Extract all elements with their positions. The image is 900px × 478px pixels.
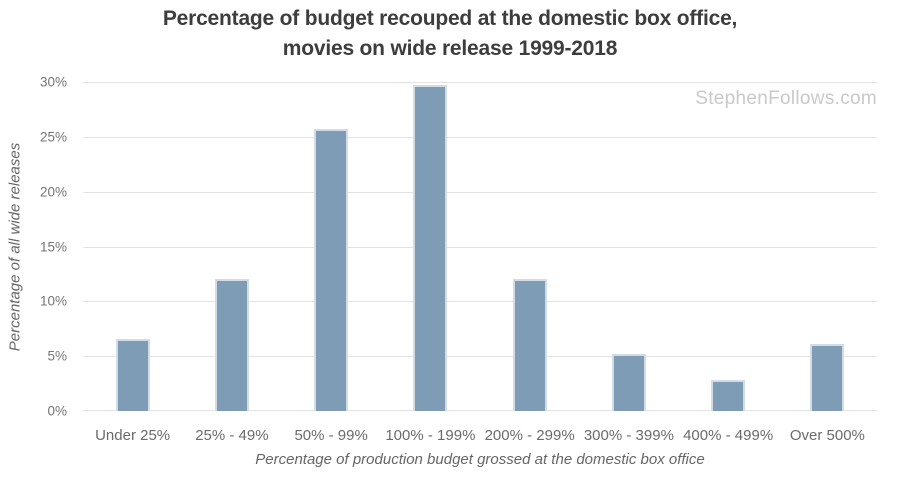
- y-tick-10: 10%: [39, 293, 67, 309]
- x-tick-over-500: Over 500%: [789, 427, 865, 444]
- x-tick-25-49: 25% - 49%: [195, 427, 269, 444]
- y-tick-0: 0%: [47, 403, 67, 419]
- x-tick-300-399: 300% - 399%: [583, 427, 674, 444]
- bar-50-99: [314, 129, 349, 411]
- gridline-25: [83, 136, 877, 138]
- x-axis-title: Percentage of production budget grossed …: [255, 451, 705, 468]
- x-tick-200-299: 200% - 299%: [484, 427, 575, 444]
- x-tick-50-99: 50% - 99%: [294, 427, 368, 444]
- y-tick-20: 20%: [39, 184, 67, 200]
- gridline-0: [83, 410, 877, 411]
- plot-area: [83, 82, 877, 411]
- x-axis-ticks: Under 25% 25% - 49% 50% - 99% 100% - 199% 20…: [83, 427, 877, 444]
- bar-400-499: [711, 380, 746, 411]
- y-tick-5: 5%: [47, 348, 67, 364]
- y-tick-15: 15%: [39, 239, 67, 254]
- bar-200-299: [512, 279, 547, 411]
- chart-title-line-1: Percentage of budget recouped at the dom…: [162, 7, 738, 30]
- bar-100-199: [413, 85, 448, 411]
- chart-title-line-2: movies on wide release 1999-2018: [282, 37, 618, 60]
- bar-300-399: [611, 353, 646, 411]
- gridline-30: [83, 82, 877, 83]
- x-tick-under-25: Under 25%: [95, 427, 171, 444]
- bar-over-500: [810, 344, 845, 411]
- bar-under-25: [115, 338, 150, 411]
- bar-25-49: [214, 279, 249, 411]
- watermark: StephenFollows.com: [695, 88, 877, 109]
- y-axis-ticks: 30% 25% 20% 15% 10% 5% 0%: [0, 75, 67, 419]
- gridline-15: [83, 246, 877, 248]
- x-tick-100-199: 100% - 199%: [385, 427, 476, 444]
- y-tick-30: 30%: [39, 74, 67, 90]
- gridline-5: [83, 356, 877, 358]
- y-tick-25: 25%: [39, 129, 67, 145]
- gridline-20: [83, 191, 877, 193]
- chart-title: Percentage of budget recouped at the dom…: [0, 4, 900, 64]
- gridline-10: [83, 301, 877, 303]
- x-tick-400-499: 400% - 499%: [683, 427, 774, 444]
